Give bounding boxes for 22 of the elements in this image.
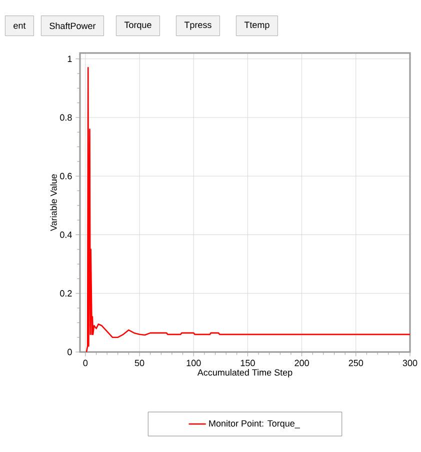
x-axis-title: Accumulated Time Step bbox=[197, 369, 292, 378]
text: Ttemp bbox=[244, 22, 270, 30]
x-tick-label: 50 bbox=[134, 360, 144, 366]
x-tick-label: 100 bbox=[186, 360, 201, 366]
y-tick-label: 0.6 bbox=[60, 172, 72, 180]
text: Tpress bbox=[184, 22, 212, 30]
text: ShaftPower bbox=[50, 22, 96, 30]
y-axis-title: Variable Value bbox=[50, 174, 57, 232]
legend-label: Monitor Point: Torque_ bbox=[209, 420, 300, 428]
x-tick-label: 150 bbox=[240, 360, 255, 366]
y-tick-label: 1 bbox=[68, 56, 72, 62]
line-series bbox=[86, 67, 410, 352]
y-tick-label: 0.4 bbox=[60, 232, 72, 238]
x-tick-label: 250 bbox=[348, 360, 364, 366]
text: ent bbox=[14, 22, 26, 29]
x-tick-label: 200 bbox=[294, 360, 309, 366]
y-tick-label: 0.8 bbox=[60, 114, 72, 121]
text: Torque bbox=[124, 22, 152, 30]
x-tick-label: 300 bbox=[402, 360, 418, 366]
y-tick-label: 0.2 bbox=[60, 290, 72, 297]
y-tick-label: 0 bbox=[68, 348, 72, 356]
x-tick-label: 0 bbox=[83, 360, 88, 366]
